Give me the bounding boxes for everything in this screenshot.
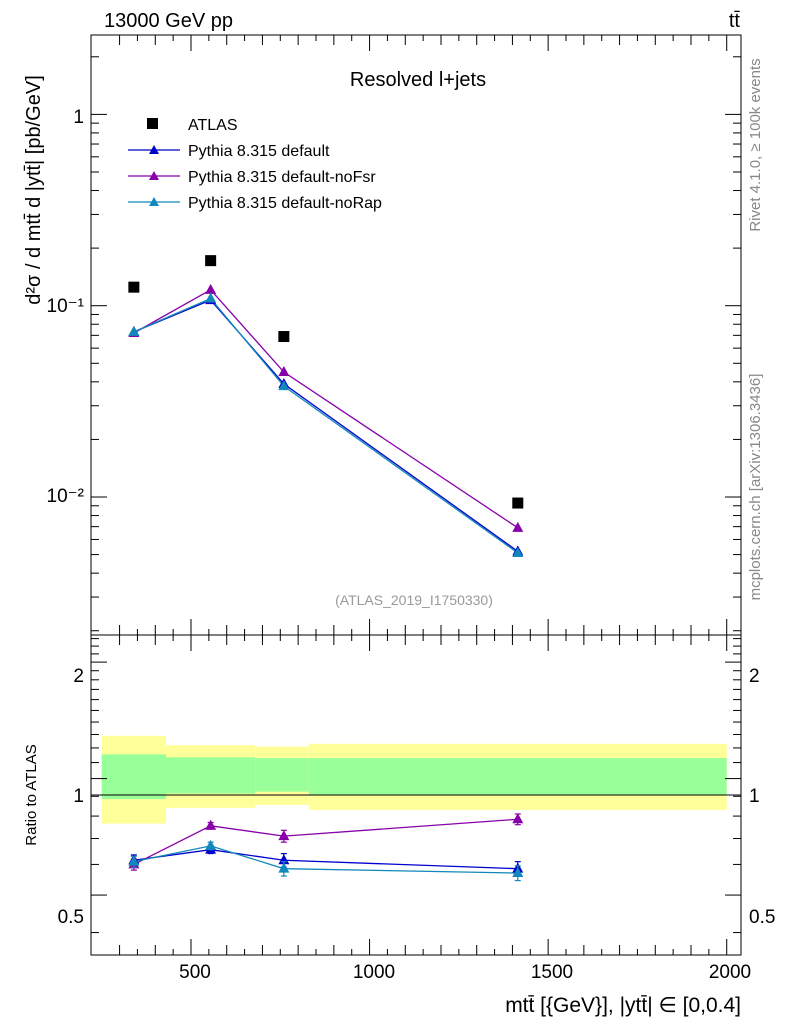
- ratio-band-green: [101, 754, 166, 800]
- ratio-point-norap: [128, 855, 140, 866]
- xtick-label-1000: 1000: [353, 962, 395, 983]
- ratio-point-norap: [512, 867, 524, 878]
- ratio-plot-frame: [90, 634, 742, 956]
- legend-marker-default: [149, 145, 159, 154]
- mcplots-label: mcplots.cern.ch [arXiv:1306.3436]: [747, 374, 764, 601]
- main-line-nofsr: [133, 289, 519, 529]
- ratio-point-nofsr: [278, 830, 290, 841]
- ratio-band-green: [255, 758, 309, 792]
- ratio-ytick-label-1-left: 1: [73, 786, 84, 807]
- legend-label-atlas: ATLAS: [188, 117, 238, 134]
- legend-label-default: Pythia 8.315 default: [188, 143, 330, 160]
- legend: ATLAS Pythia 8.315 default Pythia 8.315 …: [128, 117, 382, 212]
- main-point-norap: [512, 546, 524, 557]
- ratio-data-marks: [128, 813, 524, 882]
- xtick-label-1500: 1500: [531, 962, 573, 983]
- main-panel: Resolved l+jets (ATLAS_2019_I1750330) d²…: [23, 34, 742, 636]
- main-y-axis-label: d²σ / d mtt̄ d |ytt̄| [pb/GeV]: [23, 75, 45, 304]
- ratio-ytick-label-0p5-right: 0.5: [749, 907, 775, 928]
- ratio-point-nofsr: [205, 819, 217, 830]
- main-data-marks: [128, 255, 524, 557]
- main-axis-ticks: [91, 35, 741, 635]
- header-process-label: tt̄: [729, 10, 741, 32]
- legend-marker-atlas: [147, 118, 158, 129]
- ratio-point-nofsr: [512, 813, 524, 824]
- legend-marker-nofsr: [149, 171, 159, 180]
- ratio-line-norap: [133, 845, 518, 874]
- ratio-point-norap: [205, 839, 217, 850]
- header-energy-label: 13000 GeV pp: [104, 10, 233, 32]
- rivet-version-label: Rivet 4.1.0, ≥ 100k events: [747, 58, 764, 231]
- ratio-line-default: [133, 849, 518, 870]
- analysis-annotation: (ATLAS_2019_I1750330): [335, 592, 493, 608]
- main-point-nofsr: [278, 366, 290, 377]
- main-point-norap: [278, 380, 290, 391]
- ratio-ytick-label-2-left: 2: [73, 666, 84, 687]
- main-line-norap: [133, 297, 519, 554]
- main-point-atlas: [128, 281, 140, 293]
- x-axis-label: mtt̄ [{GeV}], |ytt̄| ∈ [0,0.4]: [505, 994, 741, 1017]
- main-point-nofsr: [205, 283, 217, 294]
- main-ytick-label-1: 1: [73, 107, 84, 128]
- main-point-norap: [205, 292, 217, 303]
- ratio-ytick-label-2-right: 2: [749, 666, 760, 687]
- legend-label-norap: Pythia 8.315 default-noRap: [188, 195, 382, 212]
- ratio-panel: Ratio to ATLAS 2 1 0.5 2 1 0.5 500 1000 …: [23, 634, 775, 1017]
- legend-label-nofsr: Pythia 8.315 default-noFsr: [188, 169, 376, 186]
- main-ytick-label-0p01: 10⁻²: [47, 486, 85, 507]
- main-point-norap: [128, 325, 140, 336]
- main-line-default: [133, 299, 519, 552]
- main-title: Resolved l+jets: [350, 69, 486, 91]
- ratio-axis-ticks: [91, 635, 741, 955]
- main-point-atlas: [512, 497, 524, 509]
- ratio-band-green: [166, 757, 256, 794]
- main-ytick-label-0p1: 10⁻¹: [47, 296, 85, 317]
- ratio-y-axis-label: Ratio to ATLAS: [23, 744, 40, 845]
- main-point-atlas: [278, 331, 290, 343]
- xtick-label-500: 500: [179, 962, 211, 983]
- ratio-band-green: [308, 758, 727, 795]
- main-point-nofsr: [512, 521, 524, 532]
- legend-marker-norap: [149, 197, 159, 206]
- ratio-ytick-label-1-right: 1: [749, 786, 760, 807]
- xtick-label-2000: 2000: [709, 962, 751, 983]
- ratio-line-nofsr: [133, 818, 518, 866]
- ratio-ytick-label-0p5-left: 0.5: [58, 907, 84, 928]
- main-point-atlas: [205, 255, 217, 267]
- ratio-uncertainty-bands: [101, 735, 727, 824]
- ratio-point-norap: [278, 862, 290, 873]
